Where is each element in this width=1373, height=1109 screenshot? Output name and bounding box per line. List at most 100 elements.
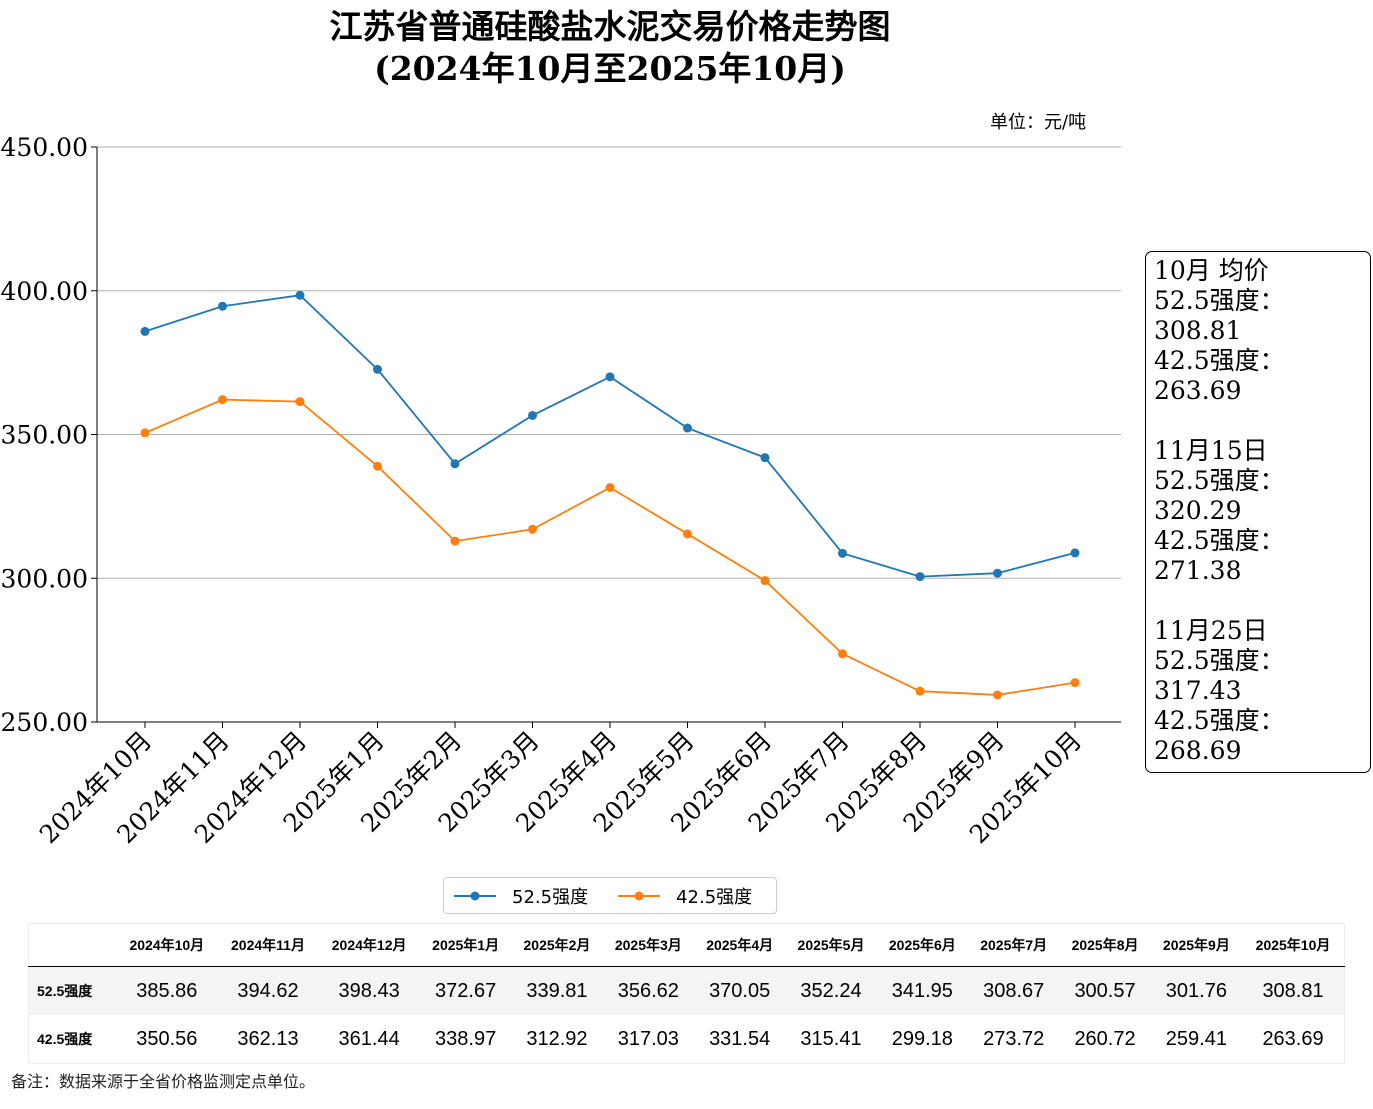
legend-item: 52.5强度: [452, 883, 588, 909]
series-line: [144, 294, 1076, 578]
table-header: 2025年4月: [693, 923, 786, 967]
table-corner: [28, 923, 116, 967]
annot-title: 11月25日: [1154, 616, 1268, 645]
table-cell: 362.13: [237, 1027, 299, 1050]
y-tick-label: 300.00: [1, 564, 88, 593]
data-point: [295, 290, 305, 300]
legend-marker-icon: [618, 891, 661, 900]
data-point: [450, 536, 460, 546]
data-point: [760, 453, 770, 463]
data-point: [140, 428, 150, 438]
table-header: 2024年12月: [318, 923, 420, 967]
table-header: 2024年11月: [217, 923, 319, 967]
y-tick-label: 450.00: [1, 133, 88, 162]
unit-label: 单位：元/吨: [990, 112, 1087, 133]
table-cell: 299.18: [891, 1027, 953, 1050]
table-cell: 273.72: [983, 1027, 1045, 1050]
data-point: [683, 529, 692, 539]
data-point: [218, 301, 227, 311]
legend-label: 52.5强度: [512, 886, 589, 908]
table-header: 2025年1月: [419, 923, 512, 967]
table-cell: 339.81: [511, 966, 603, 1015]
table-cell: 341.95: [876, 966, 969, 1015]
data-table: 2024年10月 2024年11月 2024年12月 2025年1月 2025年2月 20…: [28, 923, 1345, 1064]
line-chart: 250.00300.00350.00400.00450.002024年10月20…: [1, 133, 1121, 849]
data-point: [1070, 678, 1080, 688]
table-cell: 350.56: [136, 1027, 198, 1050]
table-cell: 356.62: [602, 966, 694, 1015]
table-cell: 394.62: [217, 966, 319, 1015]
annot-line: 52.5强度：320.29: [1154, 466, 1285, 525]
table-header: 2025年3月: [602, 923, 694, 967]
annotation-box: 10月 均价 52.5强度：308.81 42.5强度：263.69 11月15…: [1145, 251, 1371, 773]
table-cell: 361.44: [338, 1027, 400, 1050]
table-cell: 315.41: [800, 1027, 862, 1050]
legend-item: 42.5强度: [616, 883, 752, 909]
data-point: [915, 686, 925, 696]
row-header: 42.5强度: [37, 1031, 93, 1047]
legend-label: 42.5强度: [676, 886, 753, 908]
table-cell: 308.81: [1242, 966, 1345, 1015]
data-point: [993, 568, 1002, 578]
data-point: [528, 410, 537, 420]
table-row: 42.5强度 350.56 362.13 361.44 338.97 312.92 317.…: [29, 1015, 1345, 1064]
data-point: [605, 483, 615, 493]
y-tick-label: 400.00: [1, 277, 88, 306]
data-point: [605, 372, 615, 382]
annot-line: 42.5强度：271.38: [1154, 526, 1285, 585]
subtitle-text: (2024年10月至2025年10月): [374, 49, 846, 88]
annot-line: 42.5强度：268.69: [1154, 706, 1285, 765]
table-row: 52.5强度 385.86 394.62 398.43 372.67 339.81 356.…: [28, 966, 1345, 1015]
table-header: 2024年10月: [116, 923, 218, 967]
y-tick-label: 350.00: [1, 421, 88, 450]
data-point: [838, 649, 847, 659]
table-header: 2025年2月: [511, 923, 603, 967]
series-line: [144, 398, 1076, 696]
legend-marker-icon: [454, 891, 496, 900]
table-cell: 312.92: [526, 1027, 588, 1050]
table-cell: 372.67: [419, 966, 512, 1015]
data-point: [373, 364, 382, 374]
table-header: 2025年7月: [968, 923, 1060, 967]
y-tick-label: 250.00: [1, 708, 88, 737]
table-cell: 338.97: [435, 1027, 497, 1050]
data-point: [218, 395, 227, 405]
legend: 52.5强度 42.5强度: [443, 877, 777, 914]
table-header: 2025年10月: [1242, 923, 1345, 967]
data-point: [915, 572, 925, 582]
chart-title: 江苏省普通硅酸盐水泥交易价格走势图 (2024年10月至2025年10月): [0, 6, 1220, 90]
title-text: 江苏省普通硅酸盐水泥交易价格走势图: [329, 7, 891, 46]
data-point: [450, 459, 460, 469]
table-cell: 263.69: [1262, 1027, 1324, 1050]
data-point: [760, 576, 770, 586]
table-cell: 317.03: [617, 1027, 679, 1050]
table-cell: 352.24: [785, 966, 877, 1015]
table-cell: 370.05: [693, 966, 786, 1015]
annot-title: 11月15日: [1154, 436, 1268, 465]
data-point: [373, 461, 382, 471]
annot-line: 52.5强度：317.43: [1154, 646, 1285, 705]
table-header: 2025年9月: [1150, 923, 1243, 967]
table-cell: 331.54: [709, 1027, 771, 1050]
table-header: 2025年6月: [876, 923, 969, 967]
data-point: [1070, 548, 1080, 558]
table-cell: 300.57: [1059, 966, 1151, 1015]
data-point: [295, 397, 305, 407]
table-cell: 385.86: [116, 966, 218, 1015]
footnote: 备注：数据来源于全省价格监测定点单位。: [11, 1072, 316, 1091]
data-point: [993, 690, 1002, 700]
table-cell: 260.72: [1074, 1027, 1136, 1050]
table-cell: 398.43: [318, 966, 420, 1015]
table-cell: 301.76: [1150, 966, 1243, 1015]
table-header: 2025年5月: [785, 923, 877, 967]
table-header: 2025年8月: [1059, 923, 1151, 967]
annot-line: 42.5强度：263.69: [1154, 346, 1285, 405]
data-point: [838, 548, 847, 558]
table-cell: 308.67: [968, 966, 1060, 1015]
data-point: [683, 423, 692, 433]
data-point: [140, 326, 150, 336]
data-point: [528, 524, 537, 534]
row-header: 52.5强度: [28, 966, 116, 1015]
annot-line: 52.5强度：308.81: [1154, 286, 1285, 345]
annot-title: 10月 均价: [1154, 256, 1269, 285]
